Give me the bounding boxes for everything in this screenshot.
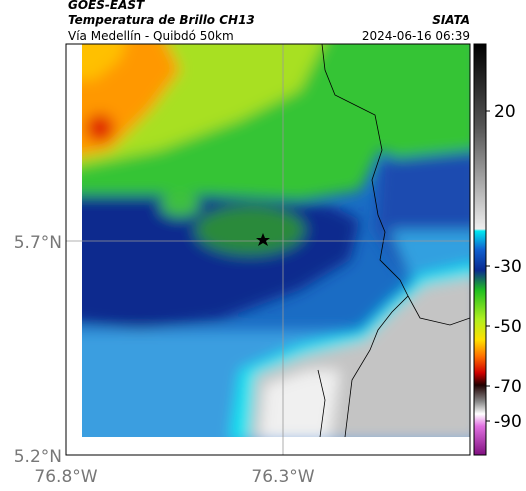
colorbar-label: -70: [494, 377, 522, 397]
colorbar: [473, 43, 487, 456]
colorbar-label: 20: [494, 102, 516, 122]
brightness-temperature-image: [82, 44, 470, 437]
lat-label: 5.2°N: [14, 447, 62, 467]
lon-label: 76.3°W: [251, 467, 314, 487]
colorbar-label: -50: [494, 317, 522, 337]
location-marker: [256, 233, 270, 246]
colorbar-label: -90: [494, 412, 522, 432]
lat-label: 5.7°N: [14, 233, 62, 253]
timestamp: 2024-06-16 06:39: [362, 29, 470, 43]
map-frame: [65, 43, 471, 456]
source: SIATA: [432, 13, 470, 27]
title: GOES-EAST: [68, 0, 145, 12]
colorbar-label: -30: [494, 257, 522, 277]
route: Vía Medellín - Quibdó 50km: [68, 29, 234, 43]
subtitle: Temperatura de Brillo CH13: [68, 13, 255, 27]
lon-label: 76.8°W: [34, 467, 97, 487]
colorbar-ticks: [486, 110, 490, 422]
